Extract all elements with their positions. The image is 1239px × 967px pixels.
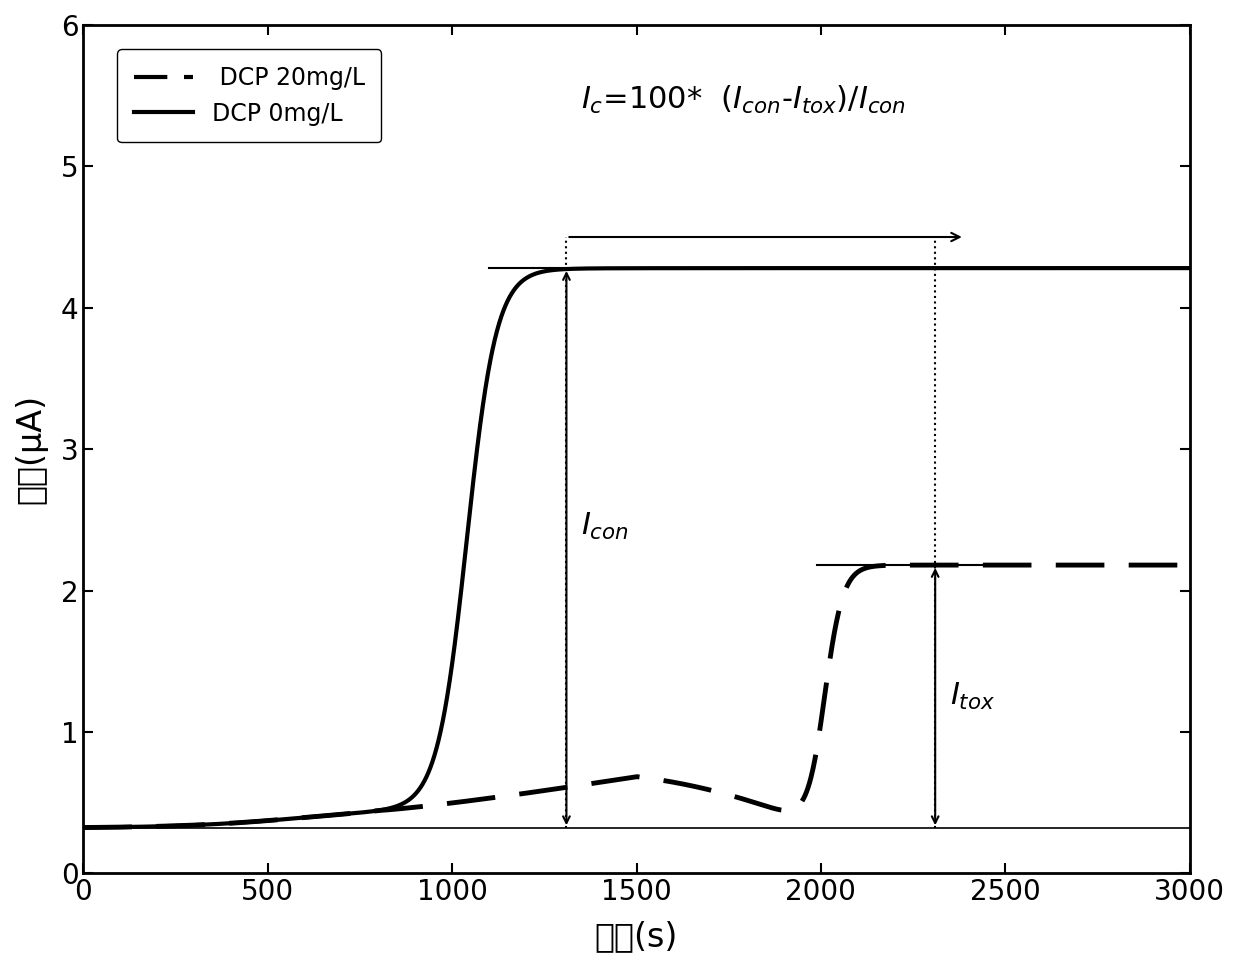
Text: $I_{con}$: $I_{con}$ [581,512,629,542]
DCP 20mg/L [985,559,1000,571]
DCP 20mg/L [276,813,291,825]
DCP 20mg/L [795,794,810,806]
Legend:  DCP 20mg/L, DCP 0mg/L: DCP 20mg/L, DCP 0mg/L [118,49,382,142]
DCP 0mg/L [985,262,1000,274]
Line: DCP 20mg/L: DCP 20mg/L [83,565,1189,828]
Y-axis label: 电流(μA): 电流(μA) [14,395,47,504]
DCP 0mg/L [1182,262,1197,274]
DCP 20mg/L [901,559,916,571]
DCP 0mg/L [498,299,513,310]
DCP 0mg/L [740,262,755,274]
DCP 0mg/L [76,822,90,834]
DCP 20mg/L [76,822,90,834]
DCP 20mg/L [498,790,513,802]
DCP 0mg/L [795,262,810,274]
Text: $I_c$=100*  ($I_{con}$-$I_{tox}$)/$I_{con}$: $I_c$=100* ($I_{con}$-$I_{tox}$)/$I_{con… [581,84,906,116]
X-axis label: 时间(s): 时间(s) [595,921,678,953]
Line: DCP 0mg/L: DCP 0mg/L [83,268,1189,828]
DCP 20mg/L [740,794,755,806]
DCP 20mg/L [1156,559,1171,571]
DCP 20mg/L [1182,559,1197,571]
DCP 0mg/L [276,813,291,825]
DCP 0mg/L [901,262,916,274]
Text: $I_{tox}$: $I_{tox}$ [950,681,995,712]
